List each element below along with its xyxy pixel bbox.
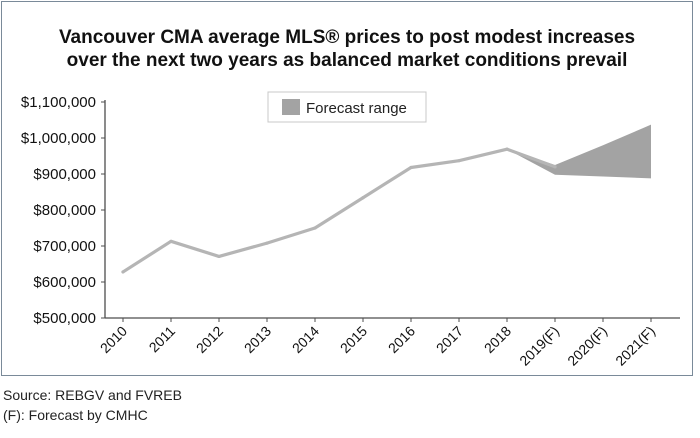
series-point <box>505 147 509 151</box>
x-tick-label: 2020(F) <box>564 323 610 369</box>
legend: Forecast range <box>267 91 427 123</box>
legend-label-forecast: Forecast range <box>306 100 407 117</box>
series-point <box>121 270 125 274</box>
x-tick-label: 2014 <box>289 323 322 356</box>
series-point <box>361 196 365 200</box>
x-tick-label: 2010 <box>97 323 130 356</box>
series-point <box>169 239 173 243</box>
y-tick-label: $700,000 <box>33 238 96 255</box>
forecast-area-layer <box>507 124 651 179</box>
forecast-range-area <box>507 124 651 179</box>
series-line-price <box>121 147 557 274</box>
line-chart: $500,000 $600,000 $700,000 $800,000 $900,000… <box>21 91 680 369</box>
series-point <box>409 165 413 170</box>
x-tick-label: 2012 <box>193 323 226 356</box>
series-point <box>553 165 557 169</box>
y-tick-label: $800,000 <box>33 202 96 219</box>
x-tick-label: 2021(F) <box>612 323 658 369</box>
chart-title-line-2: over the next two years as balanced mark… <box>66 50 628 71</box>
x-tick-label: 2015 <box>337 323 370 356</box>
forecast-note: (F): Forecast by CMHC <box>3 407 148 423</box>
x-axis: 2010 2011 2012 2013 2014 2015 2016 2017 2018 2019… <box>97 317 680 369</box>
x-tick-label: 2011 <box>146 323 179 356</box>
chart-frame <box>1 1 693 376</box>
series-point <box>265 241 269 245</box>
source-note: Source: REBGV and FVREB <box>3 387 182 403</box>
footnotes: Source: REBGV and FVREB (F): Forecast by… <box>3 385 182 425</box>
y-tick-label: $1,100,000 <box>21 94 96 111</box>
series-point <box>457 159 461 163</box>
y-axis: $500,000 $600,000 $700,000 $800,000 $900,000… <box>21 94 106 327</box>
series-point <box>313 226 317 230</box>
y-tick-label: $1,000,000 <box>21 130 96 147</box>
y-tick-label: $600,000 <box>33 274 96 291</box>
x-tick-label: 2018 <box>481 323 514 356</box>
chart-title-line-1: Vancouver CMA average MLS® prices to pos… <box>58 27 636 48</box>
x-tick-label: 2019(F) <box>516 323 562 369</box>
x-tick-label: 2016 <box>385 323 418 356</box>
x-tick-label: 2013 <box>241 323 274 356</box>
chart-title: Vancouver CMA average MLS® prices to pos… <box>0 26 694 72</box>
legend-swatch-forecast <box>282 99 300 115</box>
series-layer <box>121 147 557 274</box>
series-point <box>217 254 221 259</box>
y-tick-label: $500,000 <box>33 310 96 327</box>
x-tick-label: 2017 <box>433 323 466 356</box>
y-tick-label: $900,000 <box>33 166 96 183</box>
